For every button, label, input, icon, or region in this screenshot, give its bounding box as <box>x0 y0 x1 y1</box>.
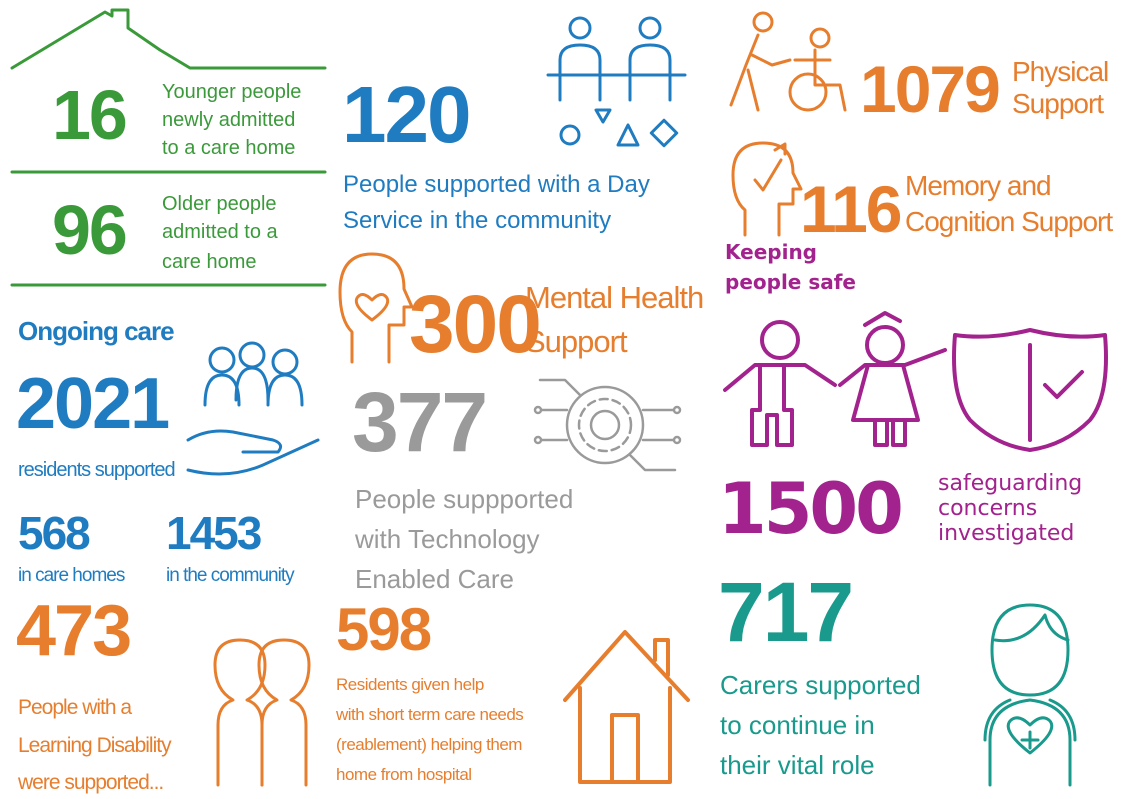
stat-label: (reablement) helping them <box>336 735 522 754</box>
heading: Ongoing care <box>18 316 175 346</box>
stat-label: Mental Health <box>525 280 703 315</box>
stat-number: 1500 <box>718 468 904 550</box>
mental-health-panel: 300 Mental Health Support <box>405 270 703 366</box>
stat-label: concerns <box>938 496 1038 521</box>
stat-number: 568 <box>18 507 91 559</box>
stat-label: admitted to a <box>162 221 278 243</box>
stat-label: residents supported <box>18 459 176 481</box>
stat-label: newly admitted <box>162 109 296 131</box>
safeguarding-icon <box>723 311 1108 452</box>
stat-label: Older people <box>162 193 277 215</box>
stat-number: 473 <box>16 591 132 671</box>
head-heart-icon <box>338 252 414 364</box>
stat-label: Cognition Support <box>905 206 1113 237</box>
stat-label: investigated <box>938 521 1075 546</box>
stat-number: 377 <box>352 375 488 469</box>
stat-label: were supported... <box>18 771 164 794</box>
stat-number: 96 <box>52 191 128 269</box>
stat-number: 116 <box>800 172 902 246</box>
stat-label: People suppported <box>355 484 574 514</box>
stat-label: Support <box>525 324 628 359</box>
stat-label: with short term care needs <box>336 705 524 724</box>
stat-number: 300 <box>409 279 542 366</box>
stat-label: home from hospital <box>336 765 472 784</box>
stat-label: care home <box>162 251 257 273</box>
stat-label: Residents given help <box>336 675 484 694</box>
physical-support-icon <box>729 11 847 112</box>
stat-number: 1453 <box>166 507 262 559</box>
stat-number: 717 <box>718 565 854 659</box>
stat-label: Learning Disability <box>18 734 172 757</box>
people-hand-icon <box>186 341 320 476</box>
two-people-icon <box>213 638 311 787</box>
stat-label: People supported with a Day <box>343 171 650 198</box>
carer-icon <box>983 603 1077 787</box>
memory-icon <box>731 141 803 237</box>
stat-number: 120 <box>342 70 471 159</box>
stat-label: Support <box>1012 88 1104 119</box>
stat-label: Physical <box>1012 56 1109 87</box>
stat-label: in the community <box>166 565 295 586</box>
stat-number: 16 <box>52 76 128 154</box>
stat-number: 2021 <box>16 364 170 444</box>
stat-number: 1079 <box>860 52 1001 126</box>
stat-label: their vital role <box>720 750 875 780</box>
stat-number: 598 <box>336 596 432 663</box>
house-outline <box>10 8 327 70</box>
stat-label: Younger people <box>162 81 302 103</box>
stat-label: Memory and <box>905 170 1052 201</box>
stat-label: safeguarding <box>938 471 1083 496</box>
stat-label: Enabled Care <box>355 564 514 594</box>
day-service-icon <box>546 16 687 148</box>
heading: people safe <box>725 270 856 294</box>
stat-label: People with a <box>18 696 132 719</box>
house-icon <box>563 630 690 784</box>
stat-label: to continue in <box>720 710 875 740</box>
stat-label: Service in the community <box>343 207 612 234</box>
stat-label: with Technology <box>355 524 540 554</box>
stat-label: to a care home <box>162 137 296 159</box>
gear-circuit-icon <box>533 378 682 472</box>
heading: Keeping <box>725 240 818 264</box>
stat-label: in care homes <box>18 565 125 586</box>
stat-label: Carers supported <box>720 670 921 700</box>
